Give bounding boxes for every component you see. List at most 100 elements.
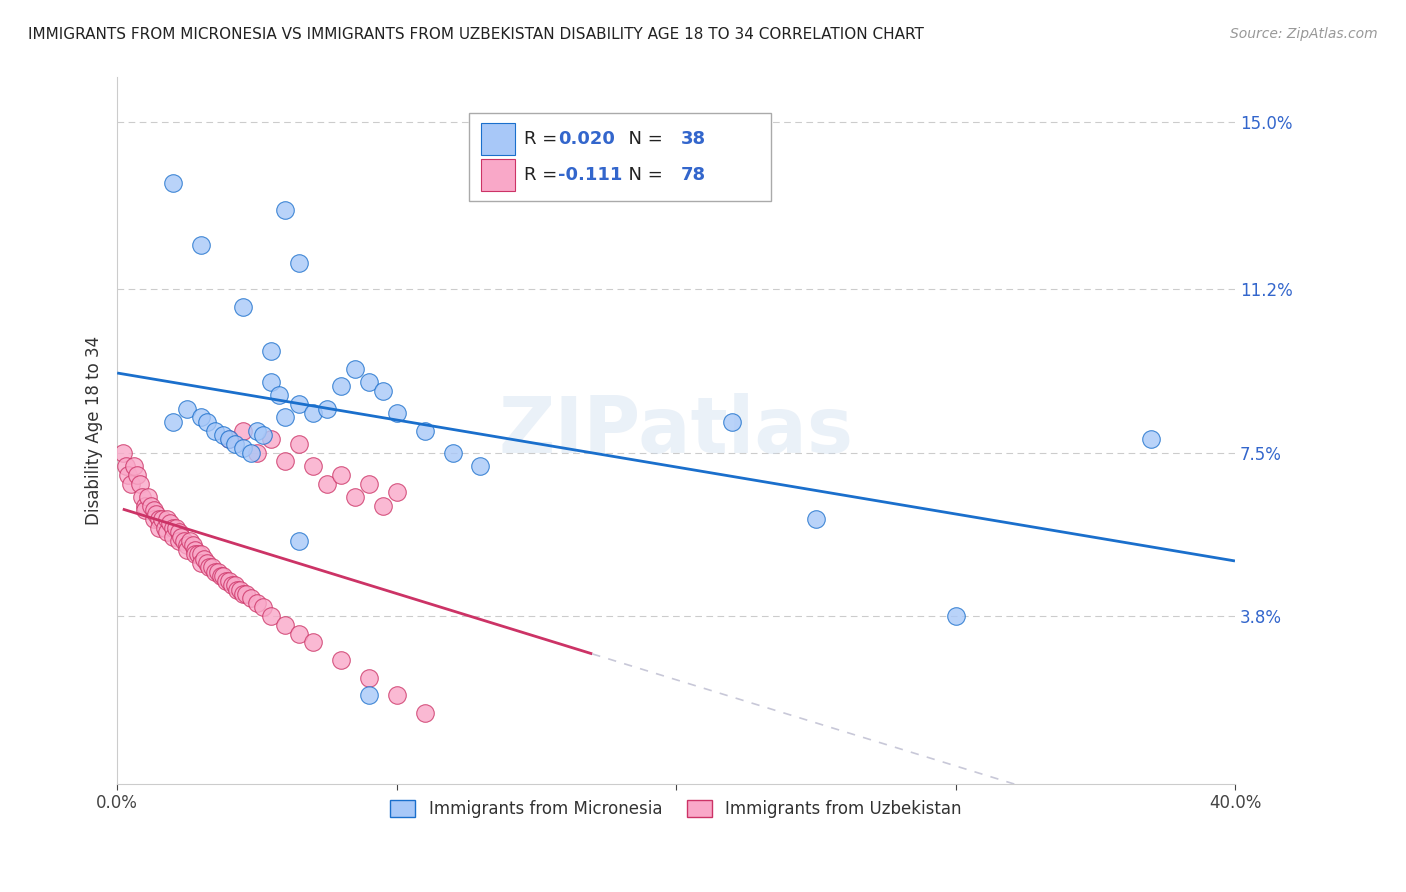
Point [945, 609, 967, 624]
Point [195, 415, 218, 429]
Point [385, 485, 408, 500]
Point [215, 574, 238, 588]
Point [441, 445, 464, 459]
Point [162, 529, 184, 543]
Point [260, 344, 283, 359]
Point [288, 397, 311, 411]
Point [125, 467, 148, 482]
Point [190, 238, 212, 252]
Point [274, 454, 297, 468]
Point [229, 582, 252, 597]
Text: 38: 38 [682, 130, 706, 148]
Point [804, 512, 827, 526]
Text: -0.111: -0.111 [558, 166, 621, 184]
Point [176, 538, 198, 552]
Point [150, 512, 173, 526]
Point [170, 529, 193, 543]
Point [315, 401, 337, 416]
Point [167, 533, 190, 548]
Point [162, 177, 184, 191]
Point [201, 560, 224, 574]
Text: N =: N = [617, 130, 669, 148]
Point [260, 375, 283, 389]
Text: 0.020: 0.020 [558, 130, 614, 148]
Point [329, 379, 352, 393]
Point [190, 410, 212, 425]
Point [212, 569, 235, 583]
Point [148, 521, 170, 535]
Point [301, 406, 323, 420]
FancyBboxPatch shape [470, 112, 770, 201]
Point [385, 689, 408, 703]
Point [288, 626, 311, 640]
Point [224, 437, 246, 451]
Text: 78: 78 [682, 166, 706, 184]
Point [128, 476, 150, 491]
Point [187, 547, 209, 561]
Point [329, 653, 352, 667]
Point [232, 442, 254, 456]
Point [159, 516, 181, 531]
Point [371, 499, 394, 513]
Point [329, 467, 352, 482]
Point [184, 547, 207, 561]
Point [246, 596, 269, 610]
Point [260, 433, 283, 447]
Point [232, 424, 254, 438]
Point [343, 490, 366, 504]
Point [181, 538, 204, 552]
Legend: Immigrants from Micronesia, Immigrants from Uzbekistan: Immigrants from Micronesia, Immigrants f… [384, 793, 969, 825]
Point [134, 499, 156, 513]
Point [167, 525, 190, 540]
Text: R =: R = [524, 130, 564, 148]
Point [218, 433, 240, 447]
Point [145, 508, 167, 522]
Point [357, 476, 380, 491]
Point [274, 410, 297, 425]
Point [136, 490, 159, 504]
Point [232, 587, 254, 601]
Point [156, 525, 179, 540]
Point [190, 547, 212, 561]
Point [179, 533, 201, 548]
Point [385, 406, 408, 420]
Point [122, 458, 145, 473]
Point [131, 490, 153, 504]
Point [240, 445, 263, 459]
Point [156, 512, 179, 526]
Point [198, 560, 221, 574]
Point [274, 202, 297, 217]
Point [260, 609, 283, 624]
Text: R =: R = [524, 166, 564, 184]
Point [252, 600, 274, 615]
Point [207, 565, 229, 579]
Point [165, 521, 187, 535]
Point [111, 445, 134, 459]
Point [252, 428, 274, 442]
Text: IMMIGRANTS FROM MICRONESIA VS IMMIGRANTS FROM UZBEKISTAN DISABILITY AGE 18 TO 34: IMMIGRANTS FROM MICRONESIA VS IMMIGRANTS… [28, 27, 924, 42]
FancyBboxPatch shape [481, 159, 515, 191]
Point [1140, 433, 1163, 447]
Point [288, 256, 311, 270]
Point [176, 542, 198, 557]
Point [470, 458, 492, 473]
Point [190, 556, 212, 570]
Point [153, 521, 176, 535]
Point [288, 533, 311, 548]
Point [301, 458, 323, 473]
Point [315, 476, 337, 491]
Point [204, 565, 226, 579]
Point [117, 467, 139, 482]
Point [173, 533, 195, 548]
Point [371, 384, 394, 398]
Point [274, 617, 297, 632]
Point [413, 706, 436, 720]
Point [301, 635, 323, 649]
Point [176, 401, 198, 416]
Point [246, 424, 269, 438]
Point [195, 556, 218, 570]
Text: ZIPatlas: ZIPatlas [499, 392, 853, 468]
Point [413, 424, 436, 438]
Point [357, 375, 380, 389]
Point [269, 388, 291, 402]
